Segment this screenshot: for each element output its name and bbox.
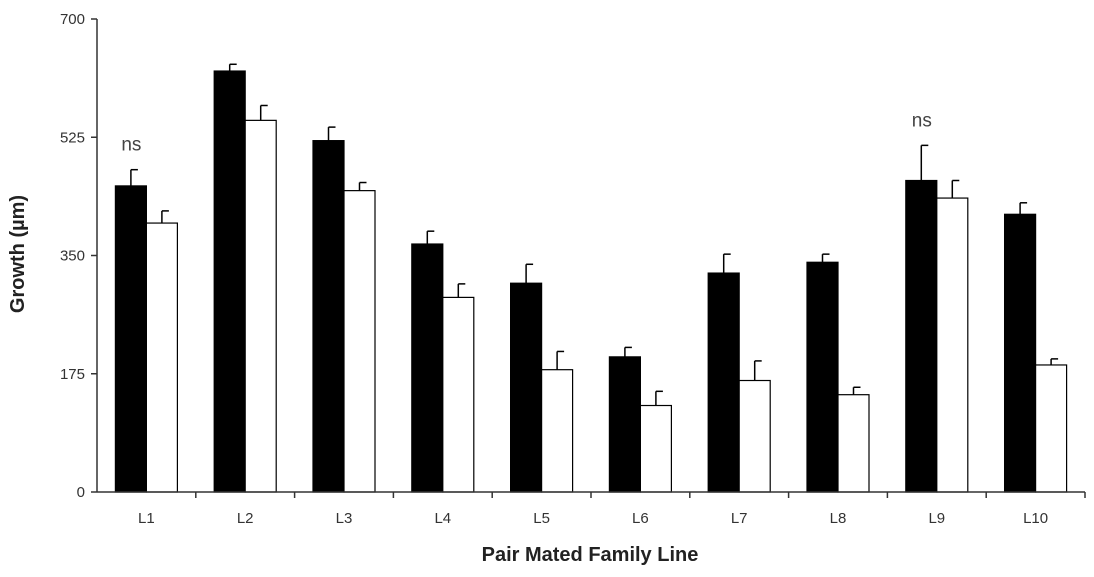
x-tick-label: L10 bbox=[1023, 510, 1048, 527]
bar bbox=[936, 197, 969, 493]
y-tick-label: 700 bbox=[60, 11, 85, 28]
bar bbox=[707, 272, 740, 493]
x-axis-ticks: L1 L2 L3 L4 L5 L6 L7 L8 L9 L10 bbox=[138, 492, 1086, 527]
bar bbox=[213, 70, 246, 493]
x-tick-label: L2 bbox=[237, 510, 254, 527]
error-bars bbox=[130, 63, 1059, 406]
y-axis-ticks: 0 175 350 525 700 bbox=[60, 11, 97, 501]
y-tick-label: 0 bbox=[77, 484, 85, 501]
bar bbox=[343, 190, 376, 493]
x-tick-label: L9 bbox=[928, 510, 945, 527]
x-tick-label: L1 bbox=[138, 510, 155, 527]
y-tick-label: 175 bbox=[60, 366, 85, 383]
bar bbox=[312, 140, 345, 493]
bar bbox=[806, 261, 839, 493]
x-axis-title: Pair Mated Family Line bbox=[482, 544, 699, 566]
bar bbox=[1034, 364, 1068, 493]
annotations: ns ns bbox=[121, 110, 931, 155]
bar bbox=[837, 394, 870, 493]
x-tick-label: L5 bbox=[533, 510, 550, 527]
bar bbox=[244, 119, 277, 493]
y-tick-label: 525 bbox=[60, 129, 85, 146]
bar bbox=[738, 379, 771, 493]
x-tick-label: L3 bbox=[336, 510, 353, 527]
y-tick-label: 350 bbox=[60, 248, 85, 265]
x-tick-label: L6 bbox=[632, 510, 649, 527]
y-axis-title: Growth (µm) bbox=[7, 195, 29, 313]
bar bbox=[411, 243, 444, 493]
bar bbox=[510, 282, 543, 493]
bar bbox=[1003, 213, 1037, 493]
bar bbox=[905, 179, 938, 493]
bar bbox=[442, 296, 475, 493]
x-tick-label: L7 bbox=[731, 510, 748, 527]
x-tick-label: L4 bbox=[434, 510, 451, 527]
bars bbox=[114, 70, 1068, 493]
x-tick-label: L8 bbox=[830, 510, 847, 527]
bar bbox=[114, 185, 148, 493]
bar bbox=[145, 222, 178, 493]
significance-label: ns bbox=[121, 135, 141, 156]
bar bbox=[608, 356, 642, 493]
bar bbox=[639, 404, 673, 493]
bar bbox=[540, 369, 574, 493]
significance-label: ns bbox=[912, 110, 932, 131]
